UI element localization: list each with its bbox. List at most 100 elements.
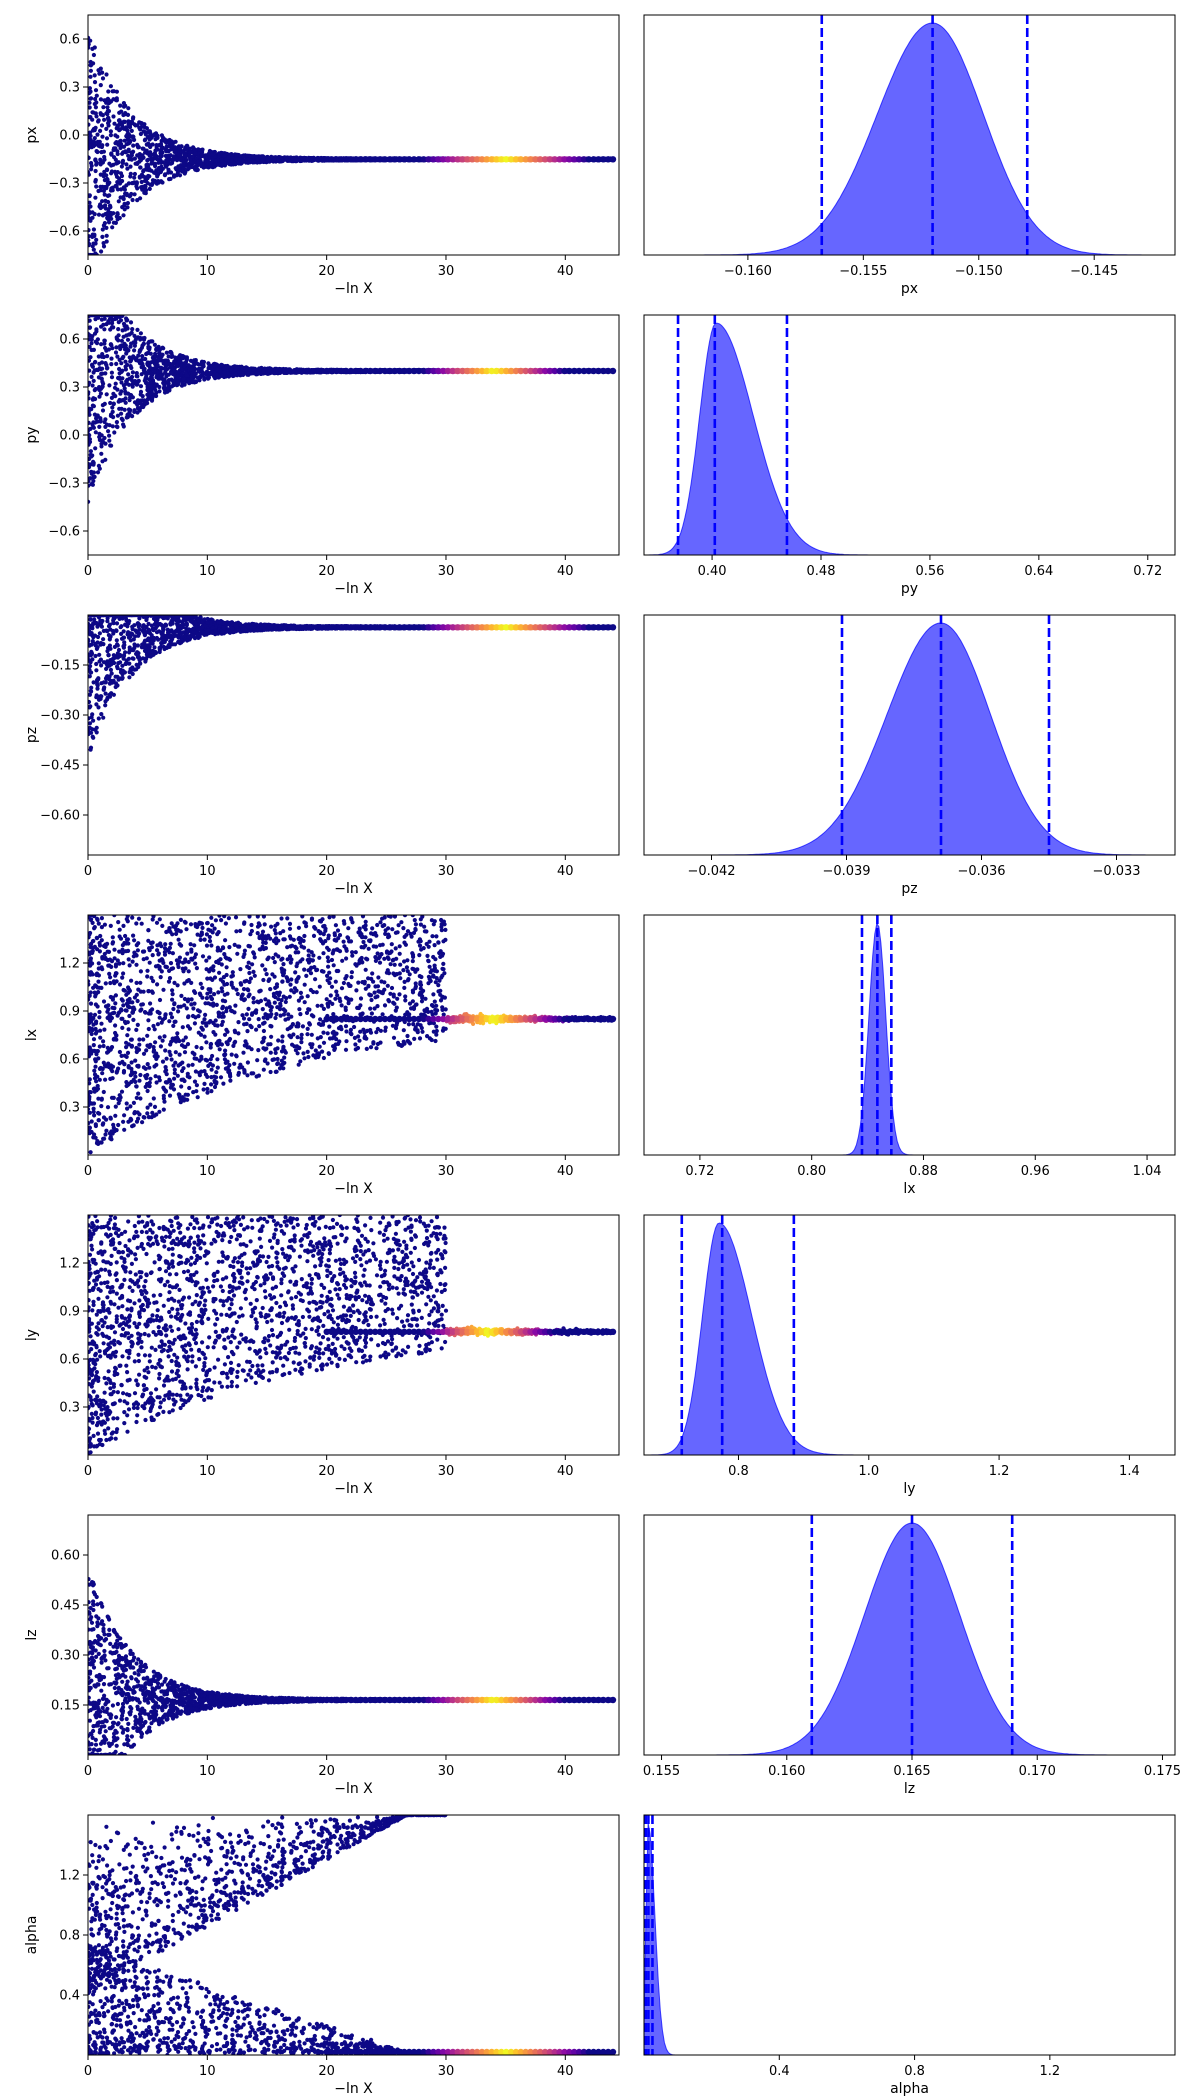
px-trace-point <box>129 157 134 162</box>
px-trace-converged-point <box>357 156 364 163</box>
px-trace-converged-point <box>362 156 369 163</box>
px-posterior-xlabel: px <box>901 281 918 297</box>
px-trace-point <box>88 86 92 91</box>
py-trace-point <box>89 374 94 379</box>
px-trace-point <box>166 167 171 172</box>
px-trace-converged-point <box>406 156 413 163</box>
px-trace-point <box>99 249 104 254</box>
px-trace-point <box>164 144 169 149</box>
px-trace-point <box>174 158 180 163</box>
px-trace-point <box>171 157 176 163</box>
py-trace-point <box>98 391 103 396</box>
px-trace-point <box>139 179 144 185</box>
px-trace-point <box>92 73 97 78</box>
py-trace-point <box>128 413 133 418</box>
px-trace-point <box>186 165 191 170</box>
px-trace-point <box>98 83 103 88</box>
py-trace-point <box>123 389 128 394</box>
px-posterior-xtick-label: −0.145 <box>1070 264 1118 279</box>
py-trace-point <box>88 325 92 330</box>
px-trace-point <box>272 157 277 162</box>
py-trace-point <box>144 374 149 379</box>
py-trace-point <box>156 356 162 361</box>
px-trace-converged-point <box>507 156 515 163</box>
px-trace-point <box>167 177 172 182</box>
px-trace-point <box>265 158 270 163</box>
px-trace-point <box>192 148 198 153</box>
px-trace-point <box>96 118 101 123</box>
px-trace-converged-point <box>420 156 427 163</box>
py-trace-point <box>103 417 108 422</box>
px-trace-point <box>255 157 260 162</box>
px-trace-point <box>182 171 187 176</box>
px-trace-point <box>121 120 126 125</box>
py-trace-point <box>133 337 138 342</box>
py-trace-point <box>102 401 107 406</box>
py-trace-point <box>146 341 151 346</box>
px-trace-point <box>127 123 132 128</box>
py-trace-point <box>138 389 144 394</box>
py-trace-point <box>102 338 107 343</box>
px-trace-point <box>124 191 129 196</box>
py-trace-point <box>99 451 104 456</box>
px-trace-point <box>115 187 120 192</box>
px-trace-point <box>100 70 105 75</box>
py-trace-point <box>100 459 105 464</box>
py-trace-plot: 0 10 20 30 40−0.6−0.30.00.30.6−ln Xpy <box>24 314 620 597</box>
px-trace-point <box>160 135 165 140</box>
px-trace-point <box>208 160 213 165</box>
px-trace-point <box>107 161 112 166</box>
py-trace-point <box>157 351 162 356</box>
px-trace-point <box>118 103 123 108</box>
px-trace-point <box>100 199 105 204</box>
py-trace-point <box>138 398 143 403</box>
px-trace-point <box>177 168 182 173</box>
px-trace-point <box>89 167 94 172</box>
px-trace-point <box>88 68 93 73</box>
py-trace-point <box>143 369 148 375</box>
px-trace-ytick-label: −0.6 <box>48 225 80 240</box>
py-trace-point <box>88 358 92 363</box>
px-trace-point <box>93 96 98 102</box>
px-trace-point <box>122 207 127 212</box>
py-trace-point <box>89 407 94 412</box>
py-trace-point <box>231 373 236 378</box>
py-trace-point <box>113 350 119 355</box>
py-trace-point <box>129 341 134 346</box>
px-trace-converged-point <box>328 156 335 163</box>
px-trace-point <box>113 133 118 138</box>
px-trace-point <box>114 96 119 101</box>
px-trace-point <box>183 153 188 158</box>
px-trace-point <box>212 164 217 169</box>
px-trace-point <box>220 162 225 167</box>
px-trace-point <box>131 134 136 139</box>
py-trace-point <box>107 316 113 321</box>
px-trace-point <box>105 167 110 173</box>
px-trace-point <box>213 158 218 163</box>
py-trace-point <box>88 368 92 373</box>
py-trace-point <box>112 385 118 390</box>
px-trace-point <box>302 156 307 161</box>
px-trace-point <box>108 84 113 89</box>
py-trace-point <box>110 424 115 429</box>
px-trace-converged-point <box>338 156 345 163</box>
px-trace-point <box>118 179 124 184</box>
py-trace-point <box>104 422 110 427</box>
px-trace-converged-point <box>605 156 612 163</box>
py-trace-point <box>124 318 129 323</box>
px-trace-converged-point <box>609 156 617 163</box>
px-trace-point <box>122 185 127 190</box>
px-trace-point <box>209 164 214 169</box>
px-trace-point <box>123 112 128 117</box>
px-trace-point <box>88 234 91 239</box>
px-trace-converged-point <box>439 156 447 163</box>
py-trace-point <box>120 417 125 423</box>
px-trace-point <box>240 159 246 164</box>
py-trace-point <box>90 383 95 388</box>
py-trace-point <box>199 366 204 371</box>
py-trace-point <box>101 322 106 327</box>
py-trace-point <box>187 381 192 386</box>
py-trace-point <box>132 348 137 353</box>
px-trace-point <box>95 139 100 144</box>
py-trace-point <box>138 384 144 389</box>
